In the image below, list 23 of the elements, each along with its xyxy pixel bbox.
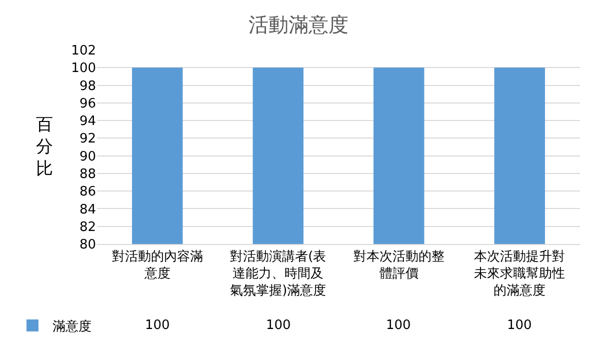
y-tick-label: 80 [79,238,96,253]
chart-title: 活動滿意度 [248,12,348,37]
legend-label: 滿意度 [52,318,92,334]
y-tick-label: 82 [79,220,96,235]
data-label: 100 [507,318,532,333]
data-label: 100 [386,318,411,333]
y-tick-label: 90 [79,149,96,164]
x-tick-label: 本次活動提升對未來求職幫助性的滿意度 [474,250,566,298]
y-tick-label: 102 [71,44,96,59]
y-tick-label: 100 [71,61,96,76]
x-tick-label: 對本次活動的整體評價 [353,250,444,282]
x-tick-label: 對活動演講者(表達能力、時間及氣氛掌握)滿意度 [230,250,326,298]
y-tick-label: 92 [79,132,96,147]
y-tick-label: 86 [79,184,96,200]
data-label: 100 [145,318,170,333]
data-label: 100 [266,318,291,333]
y-tick-label: 88 [79,167,96,182]
y-tick-label: 94 [79,114,96,130]
y-tick-label: 96 [79,96,96,112]
y-tick-label: 98 [79,78,96,94]
y-tick-label: 84 [79,202,96,218]
x-tick-label: 對活動的內容滿意度 [112,248,203,282]
y-axis-title: 百分比 [36,115,53,180]
